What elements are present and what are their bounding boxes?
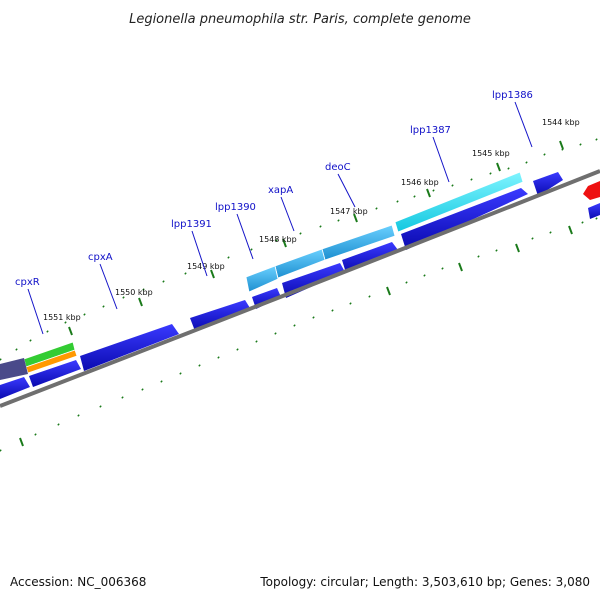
gene-arrow[interactable] — [533, 172, 563, 196]
tick-label: 1546 kbp — [401, 178, 439, 187]
outer-major-ticks — [68, 140, 564, 336]
gene-label[interactable]: cpxA — [88, 252, 113, 263]
gene-feature-cpxR-orange[interactable] — [25, 349, 78, 374]
genome-summary: Topology: circular; Length: 3,503,610 bp… — [259, 575, 590, 589]
gene-feature-lpp1386[interactable] — [394, 171, 524, 233]
tick-label: 1550 kbp — [115, 288, 153, 297]
gene-arrow[interactable] — [588, 203, 600, 219]
tick-label: 1549 kbp — [187, 262, 225, 271]
tick-label: 1544 kbp — [542, 118, 580, 127]
forward-strand-genes — [0, 172, 600, 399]
gene-arrow[interactable] — [29, 360, 81, 387]
gene-feature-purple[interactable] — [0, 358, 28, 380]
inner-major-ticks — [19, 225, 573, 447]
gene-feature-red[interactable] — [583, 181, 600, 200]
gene-label[interactable]: lpp1386 — [492, 90, 533, 101]
gene-arrow[interactable] — [0, 377, 30, 399]
tick-label: 1545 kbp — [472, 149, 510, 158]
gene-arrow[interactable] — [80, 324, 179, 371]
gene-label[interactable]: deoC — [325, 162, 351, 173]
genome-backbone — [0, 169, 600, 408]
gene-label[interactable]: xapA — [268, 185, 293, 196]
gene-label[interactable]: lpp1391 — [171, 219, 212, 230]
map-title: Legionella pneumophila str. Paris, compl… — [129, 12, 471, 27]
kbp-labels: 1544 kbp 1545 kbp 1546 kbp 1547 kbp 1548… — [43, 118, 580, 322]
outer-tick-ring — [0, 138, 598, 361]
gene-feature-lpp1390[interactable] — [245, 265, 279, 293]
gene-labels: lpp1386 lpp1387 deoC xapA lpp1390 lpp139… — [15, 90, 533, 288]
gene-label[interactable]: lpp1390 — [215, 202, 256, 213]
tick-label: 1548 kbp — [259, 235, 297, 244]
gene-label[interactable]: cpxR — [15, 277, 40, 288]
tick-label: 1547 kbp — [330, 207, 368, 216]
gene-arrow[interactable] — [401, 188, 528, 250]
gene-label[interactable]: lpp1387 — [410, 125, 451, 136]
tick-label: 1551 kbp — [43, 313, 81, 322]
highlight-track — [0, 171, 600, 380]
accession-label: Accession: NC_006368 — [10, 575, 146, 589]
gene-leader-lines — [27, 101, 533, 335]
gene-arrow[interactable] — [190, 300, 250, 331]
inner-tick-ring — [0, 217, 598, 452]
